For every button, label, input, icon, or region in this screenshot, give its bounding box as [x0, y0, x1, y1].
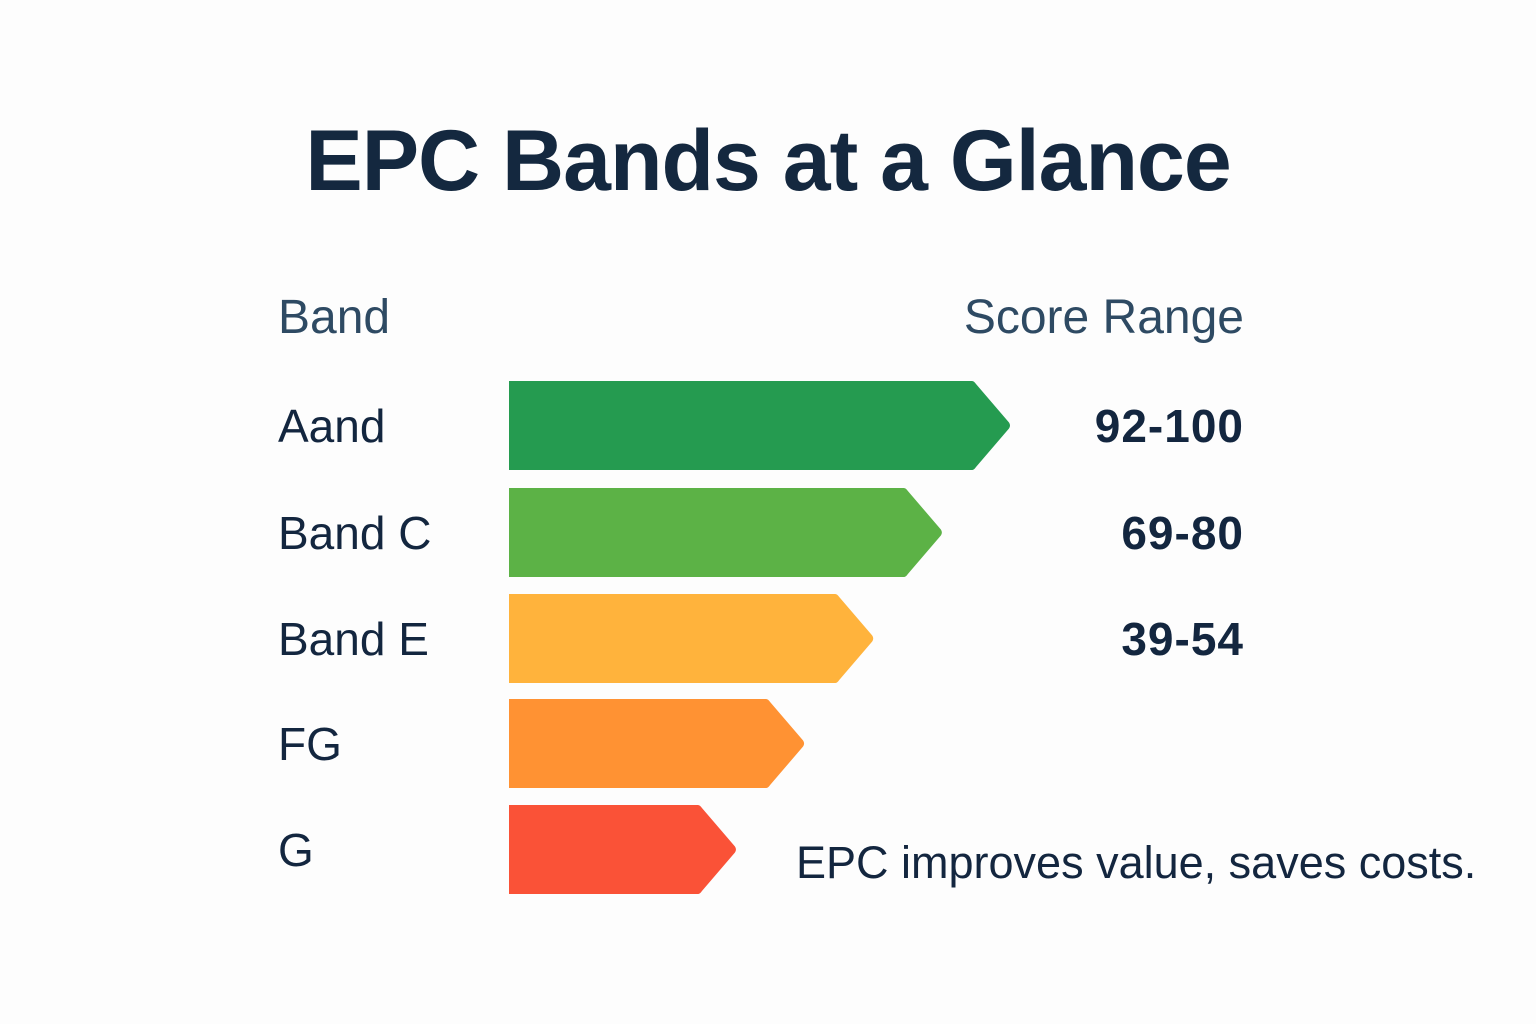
band-bar-0 [509, 381, 1010, 470]
band-label: Band E [278, 612, 429, 665]
band-bar-2 [509, 594, 874, 683]
annotation-text: EPC improves value, saves costs. [796, 837, 1477, 888]
score-column-header: Score Range [963, 291, 1244, 344]
band-bar-3 [509, 699, 805, 788]
band-label: FG [278, 717, 342, 770]
score-range-label: 69-80 [1121, 506, 1244, 559]
score-range-label: 39-54 [1121, 612, 1244, 665]
band-bar-4 [509, 805, 736, 894]
band-label: G [278, 823, 314, 876]
score-range-label: 92-100 [1094, 399, 1244, 452]
band-label: Band C [278, 506, 432, 559]
band-label: Aand [278, 399, 386, 452]
chart-title: EPC Bands at a Glance [305, 113, 1231, 209]
band-bar-1 [509, 488, 942, 577]
band-column-header: Band [278, 291, 391, 344]
